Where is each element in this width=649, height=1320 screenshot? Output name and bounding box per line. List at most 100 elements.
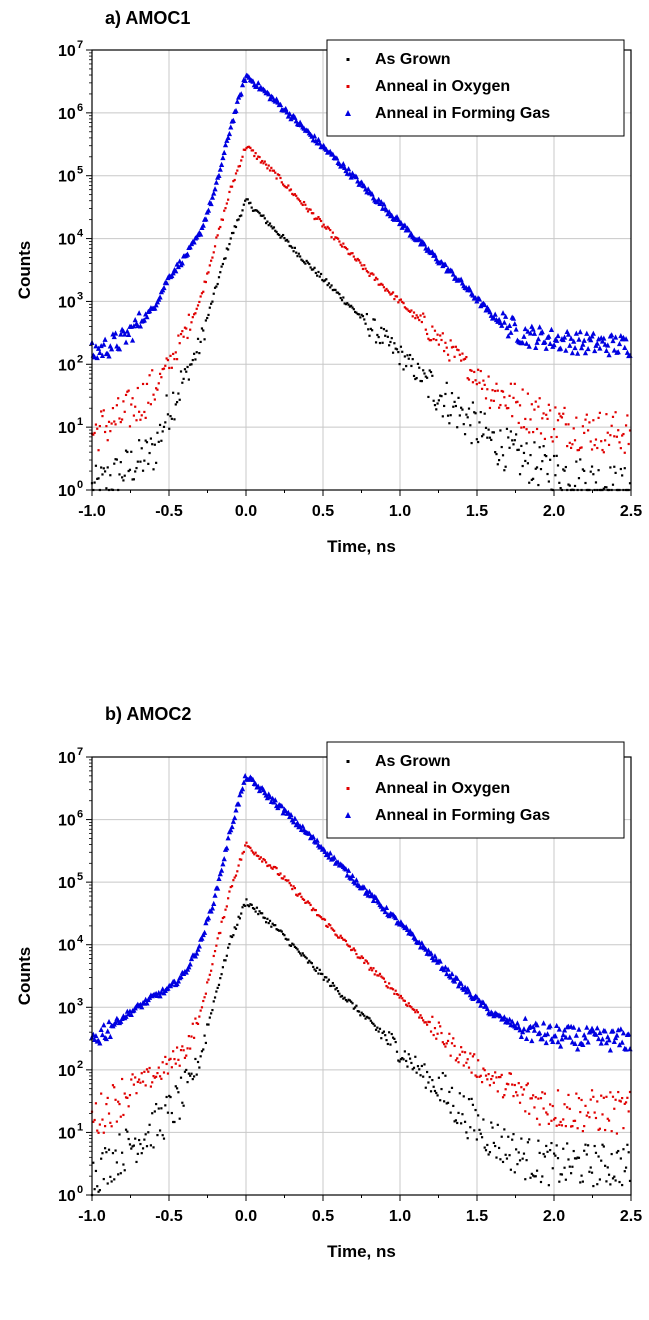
data-point <box>605 486 608 489</box>
data-point <box>617 1090 620 1094</box>
data-point <box>183 1056 187 1059</box>
data-point <box>437 399 440 402</box>
data-point <box>575 460 578 463</box>
data-point <box>233 225 236 228</box>
data-point <box>126 331 132 337</box>
data-point <box>491 431 494 434</box>
data-point <box>487 375 490 378</box>
data-point <box>195 307 198 310</box>
data-point <box>157 993 163 999</box>
data-point <box>199 1055 202 1058</box>
data-point <box>319 219 323 223</box>
data-point <box>497 1146 501 1150</box>
data-point <box>461 408 464 411</box>
data-point <box>552 1033 558 1039</box>
data-point <box>314 837 320 843</box>
data-point <box>225 202 228 205</box>
data-point <box>149 437 153 440</box>
data-point <box>200 1006 204 1009</box>
data-point <box>115 1120 118 1123</box>
data-point <box>613 435 616 438</box>
data-point <box>596 1183 599 1186</box>
data-point <box>351 1002 354 1005</box>
data-point <box>412 311 416 314</box>
data-point <box>109 346 115 352</box>
data-point <box>131 1145 134 1148</box>
data-point <box>209 905 216 911</box>
data-point <box>563 406 566 410</box>
data-point <box>253 907 256 911</box>
data-point <box>228 827 234 833</box>
data-point <box>364 959 367 962</box>
data-point <box>210 969 213 972</box>
data-point <box>292 815 298 821</box>
data-point <box>250 206 253 209</box>
data-point <box>572 1040 578 1047</box>
data-point <box>194 1057 197 1061</box>
data-point <box>198 1066 201 1069</box>
data-point <box>347 303 350 306</box>
data-point <box>224 137 230 143</box>
data-point <box>250 776 256 783</box>
data-point <box>623 451 626 454</box>
data-point <box>483 412 486 415</box>
data-point <box>244 904 247 907</box>
x-tick-label: 0.0 <box>235 1208 257 1225</box>
data-point <box>438 258 445 265</box>
y-tick-exponent: 4 <box>77 934 84 946</box>
data-point <box>240 214 243 217</box>
data-point <box>390 337 393 340</box>
data-point <box>436 1032 439 1035</box>
data-point <box>576 449 579 452</box>
data-point <box>532 1094 535 1097</box>
data-point <box>461 352 464 355</box>
data-point <box>533 344 539 351</box>
data-point <box>266 167 269 170</box>
data-point <box>114 1098 117 1101</box>
data-point <box>350 1000 353 1003</box>
data-point <box>530 326 536 332</box>
data-point <box>277 101 284 107</box>
data-point <box>124 1128 128 1131</box>
data-point <box>565 331 572 337</box>
data-point <box>516 448 519 452</box>
data-point <box>515 1091 518 1094</box>
data-point <box>98 342 104 349</box>
data-point <box>526 343 532 349</box>
data-point <box>609 1183 612 1186</box>
data-point <box>595 1035 602 1042</box>
data-point <box>236 219 239 222</box>
data-point <box>343 302 346 305</box>
data-point <box>145 1068 149 1071</box>
data-point <box>94 423 98 426</box>
data-point <box>569 1039 576 1045</box>
y-tick-label: 10 <box>58 750 76 767</box>
data-point <box>274 171 277 174</box>
data-point <box>333 984 336 987</box>
data-point <box>157 1066 160 1069</box>
data-point <box>280 235 283 238</box>
data-point <box>382 1030 386 1033</box>
data-point <box>577 1156 581 1159</box>
data-point <box>506 322 513 328</box>
data-point <box>402 368 405 371</box>
data-point <box>106 353 112 359</box>
data-point <box>183 1070 187 1073</box>
data-point <box>552 427 556 431</box>
data-point <box>619 1100 622 1103</box>
data-point <box>623 1102 626 1105</box>
data-point <box>356 956 359 959</box>
data-point <box>147 1131 150 1134</box>
data-point <box>140 1152 143 1155</box>
data-point <box>144 416 147 419</box>
data-point <box>122 479 125 482</box>
data-point <box>418 1068 421 1071</box>
data-point <box>165 1062 168 1066</box>
data-point <box>296 894 299 897</box>
data-point <box>289 884 293 887</box>
data-point <box>237 864 240 867</box>
data-point <box>101 1152 104 1155</box>
data-point <box>559 1036 565 1042</box>
x-tick-label: 0.5 <box>312 503 334 520</box>
data-point <box>397 1059 400 1062</box>
